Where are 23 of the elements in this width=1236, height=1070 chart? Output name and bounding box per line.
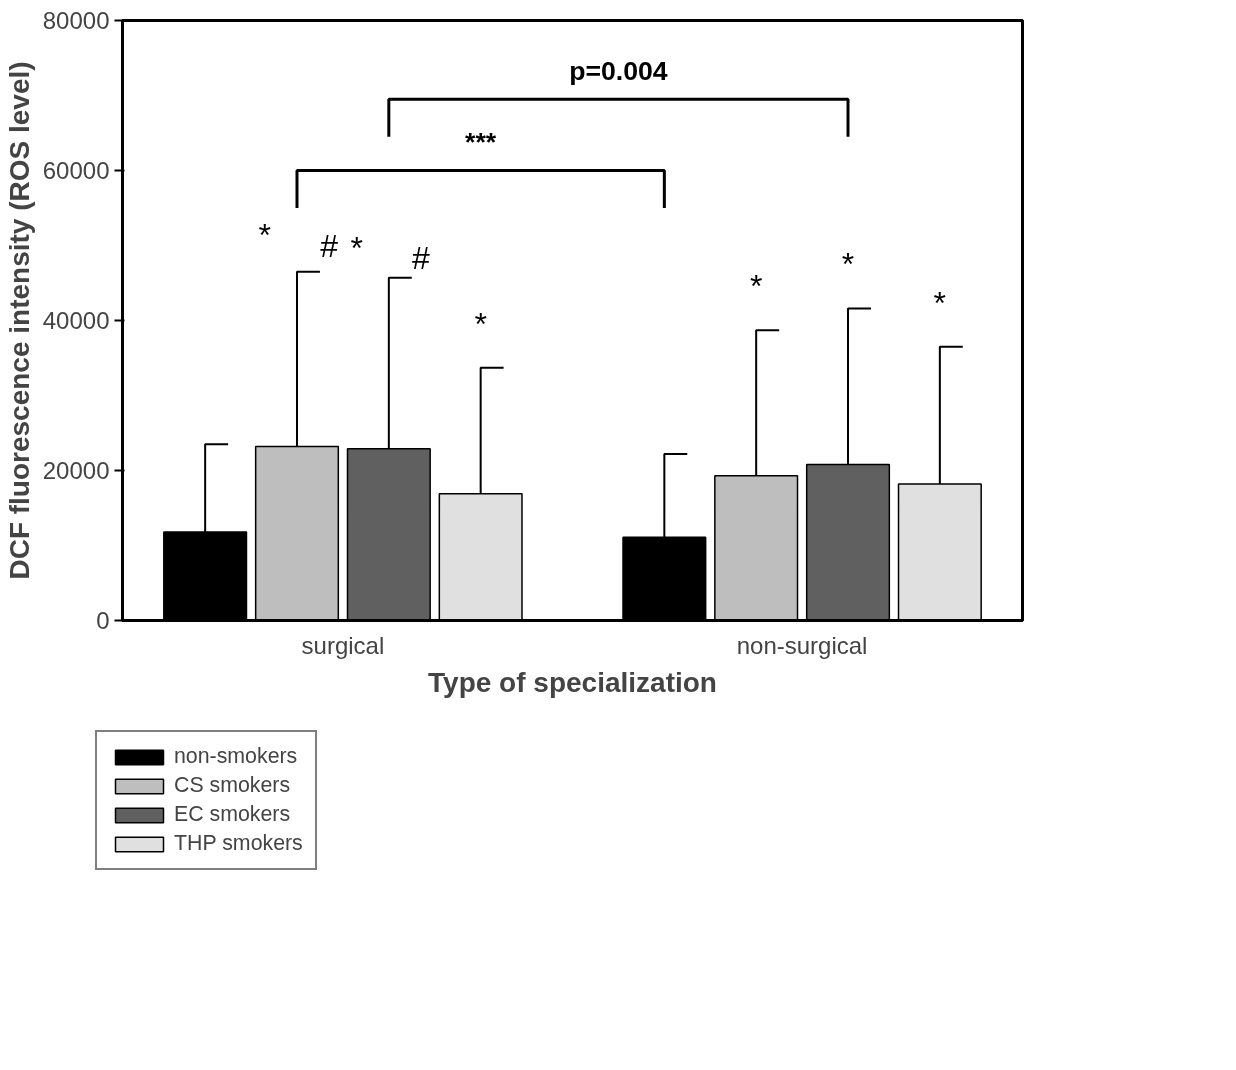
- y-axis-title: DCF fluorescence intensity (ROS level): [3, 61, 35, 580]
- y-tick-label: 80000: [42, 7, 110, 34]
- annotation: ***: [465, 127, 497, 157]
- legend-label: THP smokers: [174, 831, 303, 856]
- y-tick-label: 0: [96, 607, 110, 634]
- annotation: *: [258, 217, 272, 253]
- annotation: *: [933, 284, 947, 321]
- y-tick-label: 40000: [42, 307, 110, 334]
- legend-label: non-smokers: [174, 744, 298, 769]
- annotation: *: [749, 268, 763, 304]
- y-tick-label: 60000: [42, 157, 110, 184]
- legend-label: EC smokers: [174, 802, 291, 827]
- annotation: *: [474, 305, 487, 342]
- annotation: #: [412, 239, 431, 276]
- x-tick-label: non-surgical: [736, 631, 868, 659]
- annotation: #: [320, 228, 339, 265]
- annotation: p=0.004: [569, 55, 668, 86]
- legend-label: CS smokers: [174, 773, 291, 798]
- x-tick-label: surgical: [301, 631, 385, 659]
- annotation: *: [350, 229, 363, 266]
- x-axis-title: Type of specialization: [428, 666, 717, 698]
- y-tick-label: 20000: [42, 457, 110, 484]
- annotation: *: [841, 246, 855, 283]
